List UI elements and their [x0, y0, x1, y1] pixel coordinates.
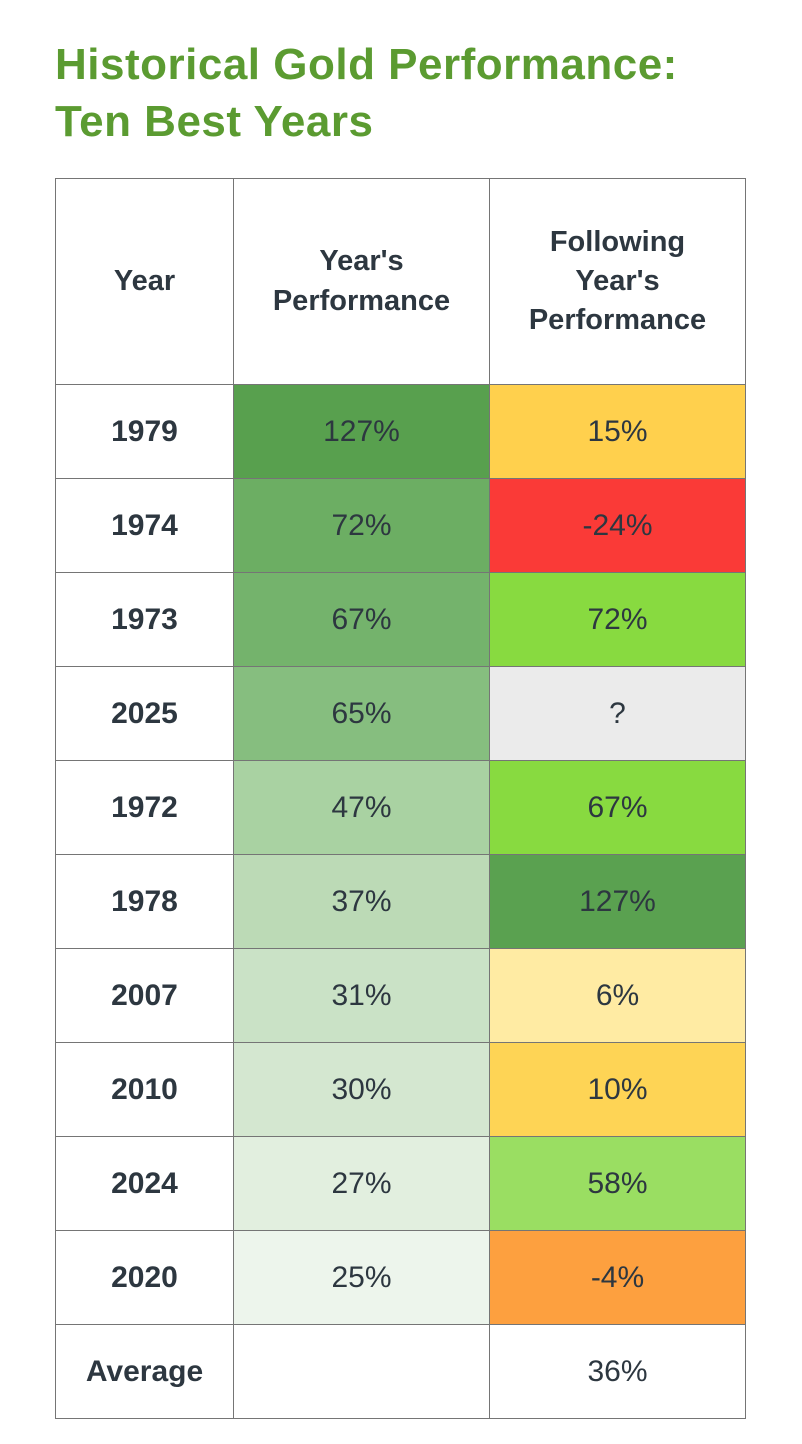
year-cell: 1974 — [55, 478, 234, 573]
following-years-performance-cell: 72% — [489, 572, 746, 667]
following-years-performance-cell: ? — [489, 666, 746, 761]
gold-performance-table: Year Year's Performance Following Year's… — [55, 178, 746, 1419]
following-years-performance-cell: -24% — [489, 478, 746, 573]
following-years-performance-cell: -4% — [489, 1230, 746, 1325]
years-performance-cell: 30% — [233, 1042, 490, 1137]
table-row: 1979 127% 15% — [55, 384, 746, 479]
year-cell: 2007 — [55, 948, 234, 1043]
years-performance-cell: 27% — [233, 1136, 490, 1231]
following-years-performance-cell: 58% — [489, 1136, 746, 1231]
year-cell: 2024 — [55, 1136, 234, 1231]
following-years-performance-cell: 127% — [489, 854, 746, 949]
header-years-performance: Year's Performance — [233, 178, 490, 385]
years-performance-cell: 47% — [233, 760, 490, 855]
year-cell: 2010 — [55, 1042, 234, 1137]
table-row: 1978 37% 127% — [55, 854, 746, 949]
years-performance-cell: 65% — [233, 666, 490, 761]
years-performance-cell — [233, 1324, 490, 1419]
year-cell: Average — [55, 1324, 234, 1419]
following-years-performance-cell: 10% — [489, 1042, 746, 1137]
table-row: 2010 30% 10% — [55, 1042, 746, 1137]
years-performance-cell: 31% — [233, 948, 490, 1043]
page-title: Historical Gold Performance: Ten Best Ye… — [55, 36, 755, 150]
table-row: 2020 25% -4% — [55, 1230, 746, 1325]
years-performance-cell: 25% — [233, 1230, 490, 1325]
table-row: 2025 65%? — [55, 666, 746, 761]
header-following-years-performance: Following Year's Performance — [489, 178, 746, 385]
following-years-performance-cell: 15% — [489, 384, 746, 479]
year-cell: 1979 — [55, 384, 234, 479]
following-years-performance-cell: 36% — [489, 1324, 746, 1419]
years-performance-cell: 37% — [233, 854, 490, 949]
year-cell: 1972 — [55, 760, 234, 855]
year-cell: 2025 — [55, 666, 234, 761]
page-title-line1: Historical Gold Performance: — [55, 40, 678, 89]
table-row: 1972 47% 67% — [55, 760, 746, 855]
table-row: 2007 31% 6% — [55, 948, 746, 1043]
year-cell: 2020 — [55, 1230, 234, 1325]
following-years-performance-cell: 6% — [489, 948, 746, 1043]
years-performance-cell: 72% — [233, 478, 490, 573]
following-years-performance-cell: 67% — [489, 760, 746, 855]
table-row: 1974 72% -24% — [55, 478, 746, 573]
years-performance-cell: 127% — [233, 384, 490, 479]
header-year: Year — [55, 178, 234, 385]
years-performance-cell: 67% — [233, 572, 490, 667]
year-cell: 1973 — [55, 572, 234, 667]
page-title-line2: Ten Best Years — [55, 97, 374, 147]
year-cell: 1978 — [55, 854, 234, 949]
table-row: 1973 67% 72% — [55, 572, 746, 667]
table-row: Average 36% — [55, 1324, 746, 1419]
table-header-row: Year Year's Performance Following Year's… — [55, 178, 746, 385]
table-body: 1979 127% 15% 1974 72% -24% 1973 67% 72% 2025 65%?… — [55, 384, 746, 1419]
table-row: 2024 27% 58% — [55, 1136, 746, 1231]
